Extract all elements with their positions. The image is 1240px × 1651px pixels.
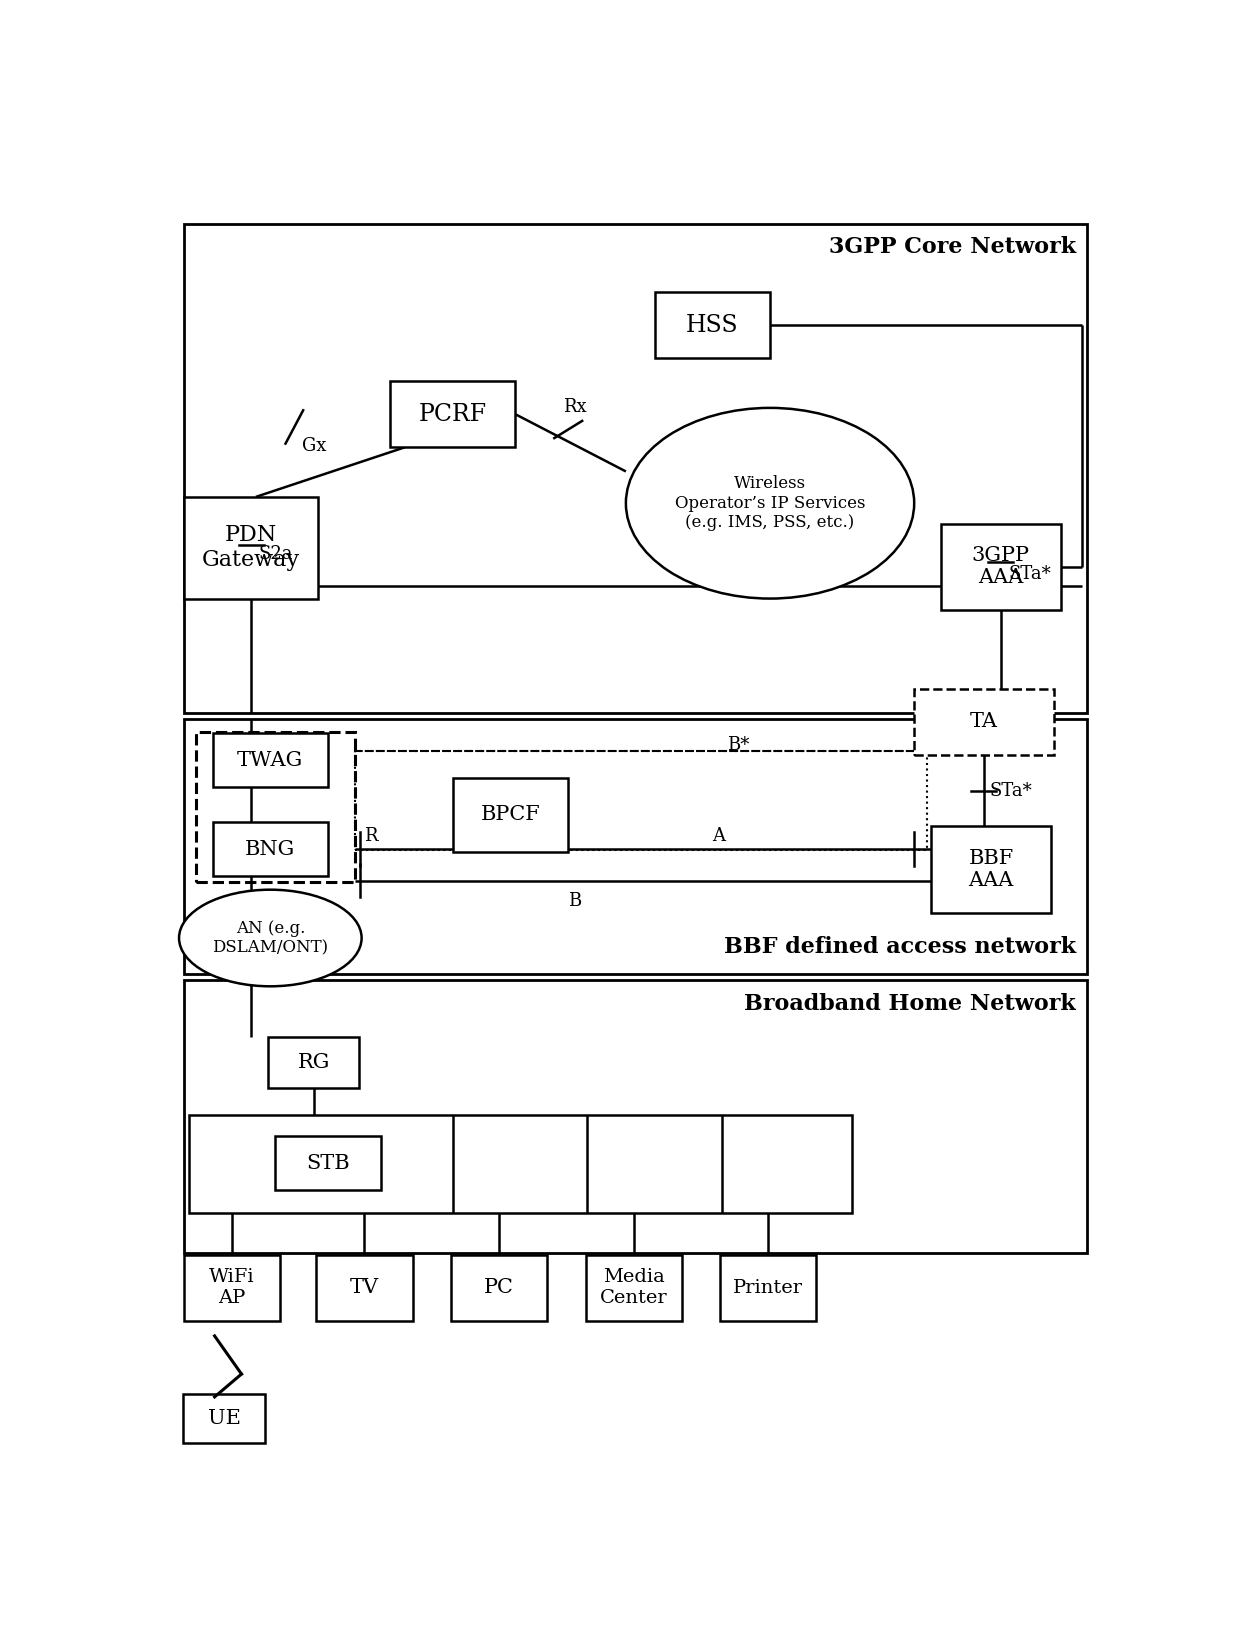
FancyBboxPatch shape bbox=[184, 720, 1087, 974]
Text: B*: B* bbox=[727, 736, 749, 755]
Ellipse shape bbox=[179, 890, 362, 986]
Text: S2a: S2a bbox=[259, 545, 294, 563]
FancyBboxPatch shape bbox=[914, 688, 1054, 755]
Text: BNG: BNG bbox=[246, 839, 295, 859]
FancyBboxPatch shape bbox=[391, 381, 516, 447]
Text: BPCF: BPCF bbox=[481, 806, 541, 824]
FancyBboxPatch shape bbox=[184, 223, 1087, 713]
Text: AN (e.g.
DSLAM/ONT): AN (e.g. DSLAM/ONT) bbox=[212, 920, 329, 956]
Text: STa*: STa* bbox=[1008, 565, 1052, 583]
FancyBboxPatch shape bbox=[184, 981, 1087, 1253]
Text: Printer: Printer bbox=[733, 1278, 804, 1296]
Text: STB: STB bbox=[306, 1154, 350, 1172]
FancyBboxPatch shape bbox=[720, 1255, 816, 1321]
FancyBboxPatch shape bbox=[275, 1136, 381, 1190]
Text: A: A bbox=[712, 827, 725, 845]
FancyBboxPatch shape bbox=[655, 292, 770, 358]
FancyBboxPatch shape bbox=[268, 1037, 360, 1088]
Text: Rx: Rx bbox=[563, 398, 587, 416]
Text: PDN
Gateway: PDN Gateway bbox=[202, 523, 300, 571]
FancyBboxPatch shape bbox=[184, 1395, 265, 1443]
Text: 3GPP
AAA: 3GPP AAA bbox=[972, 546, 1029, 588]
FancyBboxPatch shape bbox=[316, 1255, 413, 1321]
FancyBboxPatch shape bbox=[931, 826, 1052, 913]
Text: Wireless
Operator’s IP Services
(e.g. IMS, PSS, etc.): Wireless Operator’s IP Services (e.g. IM… bbox=[675, 475, 866, 532]
Text: BBF defined access network: BBF defined access network bbox=[723, 936, 1075, 958]
Ellipse shape bbox=[626, 408, 914, 599]
FancyBboxPatch shape bbox=[184, 497, 319, 599]
Text: PC: PC bbox=[484, 1278, 513, 1298]
Text: Gx: Gx bbox=[303, 438, 326, 456]
FancyBboxPatch shape bbox=[213, 733, 327, 788]
Text: B: B bbox=[568, 892, 582, 910]
Text: TWAG: TWAG bbox=[237, 751, 304, 769]
FancyBboxPatch shape bbox=[451, 1255, 547, 1321]
Text: HSS: HSS bbox=[686, 314, 739, 337]
Text: BBF
AAA: BBF AAA bbox=[968, 849, 1014, 890]
FancyBboxPatch shape bbox=[585, 1255, 682, 1321]
FancyBboxPatch shape bbox=[213, 822, 327, 875]
Text: TV: TV bbox=[350, 1278, 379, 1298]
Text: Broadband Home Network: Broadband Home Network bbox=[744, 992, 1075, 1015]
Text: UE: UE bbox=[208, 1408, 241, 1428]
Text: 3GPP Core Network: 3GPP Core Network bbox=[828, 236, 1075, 258]
Text: PCRF: PCRF bbox=[419, 403, 487, 426]
Text: TA: TA bbox=[970, 712, 998, 731]
FancyBboxPatch shape bbox=[453, 778, 568, 852]
Text: Media
Center: Media Center bbox=[600, 1268, 667, 1308]
Text: RG: RG bbox=[298, 1053, 330, 1071]
FancyBboxPatch shape bbox=[188, 1114, 852, 1212]
Text: R: R bbox=[365, 827, 378, 845]
FancyBboxPatch shape bbox=[941, 523, 1060, 609]
Text: STa*: STa* bbox=[990, 781, 1033, 799]
FancyBboxPatch shape bbox=[184, 1255, 280, 1321]
Text: WiFi
AP: WiFi AP bbox=[210, 1268, 254, 1308]
